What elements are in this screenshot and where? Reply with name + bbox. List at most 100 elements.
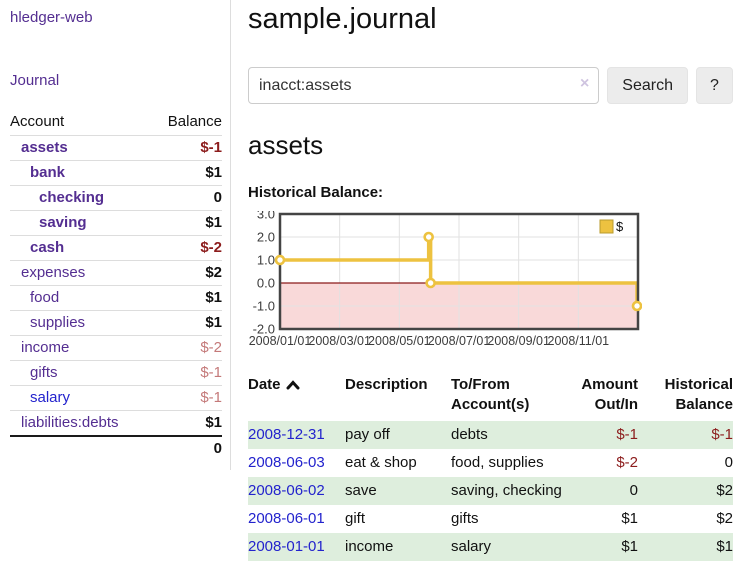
- transaction-date-link[interactable]: 2008-06-03: [248, 453, 325, 471]
- register-row: 2008-06-02 save saving, checking 0 $2: [248, 476, 733, 505]
- svg-text:2008/03/01: 2008/03/01: [308, 334, 371, 348]
- accounts-table-header: Account Balance: [10, 109, 222, 135]
- search-button[interactable]: Search: [607, 67, 688, 104]
- column-header-balance: Historical Balance: [664, 376, 733, 414]
- register-header-row: Date Description To/From Account(s) Amou…: [248, 373, 733, 421]
- account-row: checking 0: [10, 185, 222, 210]
- register-accounts-cell: saving, checking: [451, 481, 562, 499]
- account-row: supplies $1: [10, 310, 222, 335]
- svg-text:2008/05/01: 2008/05/01: [368, 334, 431, 348]
- svg-text:2.0: 2.0: [257, 230, 275, 245]
- balance-chart[interactable]: $3.0 2.0 1.0 0.0 -1.0 -2.02008/01/012008/03/0…: [248, 207, 643, 352]
- transaction-date-link[interactable]: 2008-12-31: [248, 425, 325, 443]
- page-title: sample.journal: [248, 3, 437, 35]
- accounts-header-account: Account: [10, 113, 65, 130]
- svg-text:1.0: 1.0: [257, 253, 275, 268]
- account-row: liabilities:debts $1: [10, 410, 222, 435]
- register-balance-cell: $2: [716, 481, 733, 499]
- chart-label: Historical Balance:: [248, 184, 384, 201]
- search-input[interactable]: [248, 67, 600, 104]
- register-date-cell[interactable]: 2008-06-03: [248, 449, 345, 477]
- svg-text:-1.0: -1.0: [253, 299, 275, 314]
- account-link[interactable]: gifts: [30, 364, 58, 381]
- accounts-table: Account Balance assets $-1 bank $1 checking 0…: [10, 109, 222, 460]
- accounts-total: 0: [10, 435, 222, 460]
- sidebar: hledger-web Journal Account Balance asse…: [0, 0, 231, 470]
- account-balance: $1: [205, 314, 222, 331]
- account-link[interactable]: income: [21, 339, 70, 356]
- register-row: 2008-12-31 pay off debts $-1 $-1: [248, 420, 733, 449]
- register-balance-cell: $1: [716, 537, 733, 555]
- column-header-amount: Amount Out/In: [581, 376, 638, 414]
- account-row: salary $-1: [10, 385, 222, 410]
- account-link[interactable]: liabilities:debts: [21, 414, 119, 431]
- account-balance: $1: [205, 289, 222, 306]
- sidebar-item-journal[interactable]: Journal: [10, 72, 60, 89]
- account-title: assets: [248, 130, 324, 160]
- account-link[interactable]: food: [30, 289, 60, 306]
- account-list: assets $-1 bank $1 checking 0 saving $1 cash $-2 e…: [10, 135, 222, 435]
- svg-text:3.0: 3.0: [257, 211, 275, 222]
- register-date-cell[interactable]: 2008-01-01: [248, 533, 345, 561]
- register-row: 2008-06-01 gift gifts $1 $2: [248, 505, 733, 533]
- register-date-cell[interactable]: 2008-06-02: [248, 477, 345, 505]
- svg-text:2008/07/01: 2008/07/01: [428, 334, 491, 348]
- account-link[interactable]: expenses: [21, 264, 86, 281]
- account-link[interactable]: bank: [30, 164, 66, 181]
- account-row: assets $-1: [10, 135, 222, 160]
- svg-text:2008/09/01: 2008/09/01: [487, 334, 550, 348]
- account-link[interactable]: cash: [30, 239, 65, 256]
- svg-text:-2.0: -2.0: [253, 322, 275, 337]
- register-date-cell[interactable]: 2008-06-01: [248, 505, 345, 533]
- register-description-cell: gift: [345, 509, 366, 527]
- register-row: 2008-06-03 eat & shop food, supplies $-2 0: [248, 449, 733, 477]
- account-balance: $-2: [200, 339, 222, 356]
- account-row: gifts $-1: [10, 360, 222, 385]
- account-link[interactable]: assets: [21, 139, 68, 156]
- register-amount-cell: 0: [629, 481, 638, 499]
- account-row: saving $1: [10, 210, 222, 235]
- account-balance: $-2: [200, 239, 222, 256]
- account-balance: $-1: [200, 139, 222, 156]
- transaction-date-link[interactable]: 2008-06-01: [248, 509, 325, 527]
- help-button[interactable]: ?: [696, 67, 733, 104]
- account-balance: $1: [205, 164, 222, 181]
- clear-search-icon[interactable]: ×: [579, 75, 590, 92]
- account-link[interactable]: salary: [30, 389, 71, 406]
- account-balance: $-1: [200, 364, 222, 381]
- register-amount-cell: $1: [621, 537, 638, 555]
- register-date-cell[interactable]: 2008-12-31: [248, 421, 345, 449]
- register-amount-cell: $-1: [616, 425, 638, 443]
- accounts-header-balance: Balance: [167, 113, 222, 130]
- account-row: income $-2: [10, 335, 222, 360]
- column-header-date[interactable]: Date: [248, 373, 345, 421]
- register-accounts-cell: salary: [451, 537, 492, 555]
- transaction-date-link[interactable]: 2008-01-01: [248, 537, 325, 555]
- column-header-description: Description: [345, 376, 428, 393]
- register-accounts-cell: debts: [451, 425, 488, 443]
- search-box: ×: [248, 67, 600, 104]
- account-link[interactable]: saving: [39, 214, 87, 231]
- sort-ascending-icon: [286, 376, 300, 396]
- account-balance: 0: [213, 189, 222, 206]
- legend-label: $: [616, 219, 624, 234]
- svg-text:2008/11/01: 2008/11/01: [548, 334, 610, 348]
- brand-link[interactable]: hledger-web: [10, 9, 93, 26]
- register-accounts-cell: food, supplies: [451, 453, 544, 471]
- transaction-date-link[interactable]: 2008-06-02: [248, 481, 325, 499]
- register-description-cell: eat & shop: [345, 453, 417, 471]
- legend-swatch: [599, 219, 614, 234]
- register-amount-cell: $1: [621, 509, 638, 527]
- account-row: bank $1: [10, 160, 222, 185]
- register-balance-cell: $-1: [711, 425, 733, 443]
- account-balance: $1: [205, 214, 222, 231]
- register-table: Date Description To/From Account(s) Amou…: [248, 373, 733, 561]
- register-balance-cell: 0: [724, 453, 733, 471]
- register-description-cell: pay off: [345, 425, 390, 443]
- chart-container[interactable]: $3.0 2.0 1.0 0.0 -1.0 -2.0 2008/01/01 2008/03/0…: [248, 207, 733, 356]
- app-window: hledger-web Journal Account Balance asse…: [0, 0, 733, 561]
- account-balance: $-1: [200, 389, 222, 406]
- account-link[interactable]: checking: [39, 189, 105, 206]
- account-balance: $1: [205, 414, 222, 431]
- account-link[interactable]: supplies: [30, 314, 86, 331]
